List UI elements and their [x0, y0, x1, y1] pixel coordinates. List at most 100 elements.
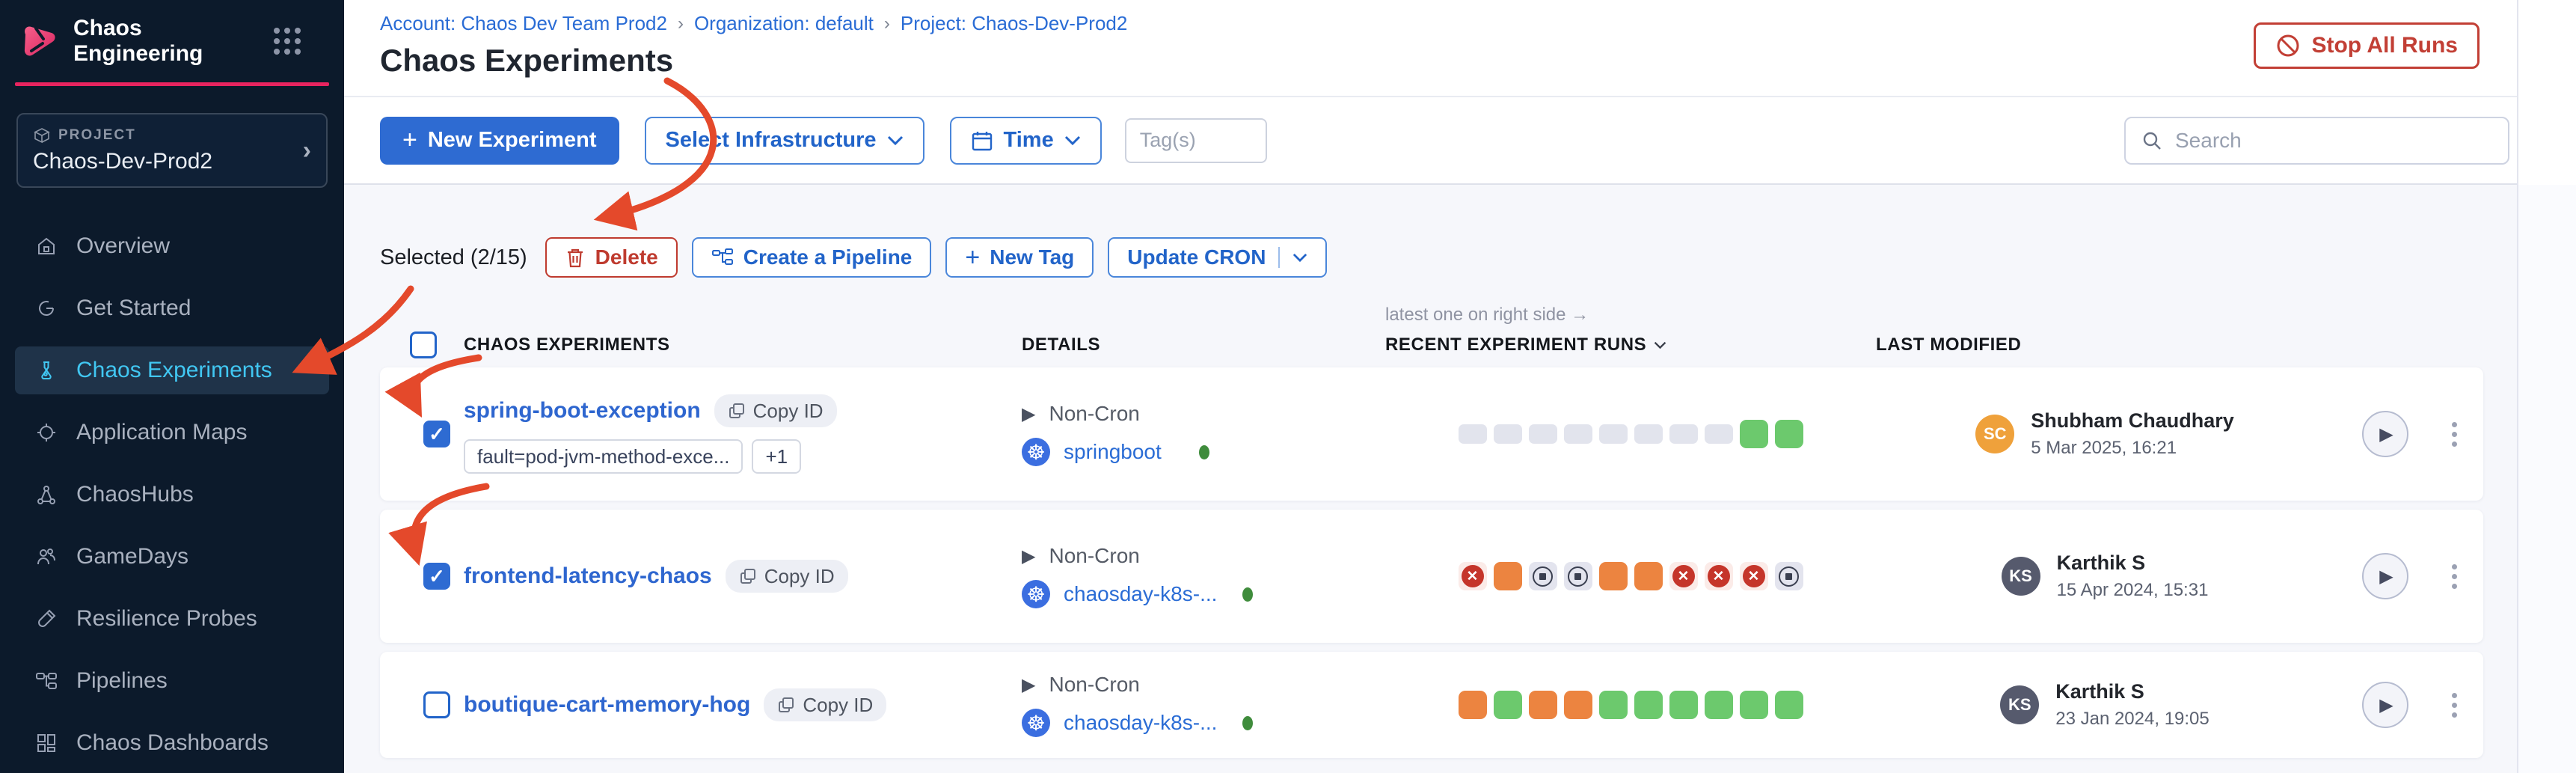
- project-selector[interactable]: PROJECT Chaos-Dev-Prod2 ›: [16, 113, 328, 188]
- run-indicator-pass[interactable]: [1493, 691, 1522, 719]
- run-indicator-failed[interactable]: ✕: [1704, 562, 1733, 590]
- run-indicator-pass[interactable]: [1669, 691, 1698, 719]
- run-indicator-running[interactable]: [1493, 562, 1522, 590]
- more-tags-badge[interactable]: +1: [752, 439, 802, 474]
- search-input[interactable]: [2175, 129, 2493, 153]
- sidebar-item-get-started[interactable]: Get Started: [15, 284, 329, 332]
- copy-id-button[interactable]: Copy ID: [764, 688, 887, 721]
- sidebar-item-label: Get Started: [76, 296, 191, 320]
- infrastructure-link[interactable]: chaosday-k8s-...: [1064, 711, 1218, 734]
- copy-id-button[interactable]: Copy ID: [725, 560, 848, 593]
- copy-id-button[interactable]: Copy ID: [714, 394, 837, 427]
- breadcrumb: Account: Chaos Dev Team Prod2 › Organiza…: [380, 12, 2576, 35]
- new-experiment-label: New Experiment: [427, 128, 597, 152]
- run-indicator-pass[interactable]: [1739, 420, 1768, 448]
- stop-all-runs-label: Stop All Runs: [2311, 33, 2458, 58]
- run-indicator-empty[interactable]: [1563, 424, 1592, 444]
- module-grid-icon[interactable]: [274, 28, 301, 55]
- breadcrumb-org-link[interactable]: Organization: default: [693, 12, 874, 34]
- sidebar-item-label: Resilience Probes: [76, 606, 257, 631]
- infra-status-dot: [1242, 587, 1254, 602]
- run-indicator-running[interactable]: [1634, 562, 1663, 590]
- new-experiment-button[interactable]: + New Experiment: [380, 116, 619, 165]
- select-infrastructure-label: Select Infrastructure: [665, 128, 877, 152]
- infrastructure-link[interactable]: chaosday-k8s-...: [1064, 582, 1218, 605]
- column-header-runs[interactable]: RECENT EXPERIMENT RUNS: [1385, 334, 1876, 360]
- sidebar-item-label: GameDays: [76, 544, 189, 569]
- select-infrastructure-dropdown[interactable]: Select Infrastructure: [644, 116, 924, 165]
- run-indicator-stopped[interactable]: [1774, 562, 1803, 590]
- tags-filter-input[interactable]: [1124, 117, 1267, 163]
- schedule-type: Non-Cron: [1049, 673, 1140, 696]
- run-indicator-empty[interactable]: [1704, 424, 1733, 444]
- row-menu-button[interactable]: [2447, 688, 2462, 722]
- experiment-name-link[interactable]: frontend-latency-chaos: [464, 563, 712, 588]
- run-experiment-button[interactable]: ▶: [2361, 553, 2408, 599]
- run-indicator-stopped[interactable]: [1563, 562, 1592, 590]
- run-indicator-running[interactable]: [1598, 562, 1628, 590]
- breadcrumb-account-link[interactable]: Account: Chaos Dev Team Prod2: [380, 12, 667, 34]
- run-indicator-failed[interactable]: ✕: [1739, 562, 1768, 590]
- update-cron-label: Update CRON: [1127, 245, 1266, 269]
- sidebar-header: Chaos Engineering: [0, 0, 344, 82]
- delete-button[interactable]: Delete: [545, 237, 678, 278]
- row-checkbox[interactable]: ✓: [423, 421, 450, 447]
- sidebar-item-label: Chaos Experiments: [76, 358, 272, 382]
- run-indicator-pass[interactable]: [1739, 691, 1768, 719]
- run-indicator-pass[interactable]: [1774, 420, 1803, 448]
- run-indicator-empty[interactable]: [1528, 424, 1557, 444]
- dashboard-icon: [37, 734, 55, 752]
- infrastructure-link[interactable]: springboot: [1064, 440, 1162, 463]
- flask-icon: [41, 361, 52, 379]
- experiment-tag[interactable]: fault=pod-jvm-method-exce...: [464, 439, 743, 474]
- cron-type-icon: ▶: [1022, 546, 1036, 566]
- sidebar-item-gamedays[interactable]: GameDays: [15, 533, 329, 581]
- chevron-down-icon: [1064, 135, 1080, 145]
- new-tag-button[interactable]: + New Tag: [945, 237, 1094, 278]
- update-cron-button[interactable]: Update CRON: [1108, 237, 1328, 278]
- row-checkbox[interactable]: ✓: [423, 691, 450, 718]
- column-header-details: DETAILS: [1022, 334, 1101, 355]
- run-indicator-empty[interactable]: [1598, 424, 1628, 444]
- harness-chaos-logo-icon[interactable]: [18, 21, 58, 61]
- experiment-name-link[interactable]: spring-boot-exception: [464, 398, 701, 423]
- run-indicator-pass[interactable]: [1598, 691, 1628, 719]
- time-filter-dropdown[interactable]: Time: [949, 116, 1102, 165]
- row-menu-button[interactable]: [2447, 418, 2462, 451]
- run-indicator-empty[interactable]: [1669, 424, 1698, 444]
- run-indicator-stopped[interactable]: [1528, 562, 1557, 590]
- run-indicator-running[interactable]: [1563, 691, 1592, 719]
- run-indicator-running[interactable]: [1458, 691, 1487, 719]
- run-experiment-button[interactable]: ▶: [2361, 682, 2408, 728]
- run-indicator-failed[interactable]: ✕: [1458, 562, 1487, 590]
- experiment-name-link[interactable]: boutique-cart-memory-hog: [464, 692, 751, 717]
- run-indicator-running[interactable]: [1528, 691, 1557, 719]
- run-indicator-pass[interactable]: [1704, 691, 1733, 719]
- run-indicator-empty[interactable]: [1458, 424, 1487, 444]
- run-indicator-empty[interactable]: [1493, 424, 1522, 444]
- run-indicator-pass[interactable]: [1774, 691, 1803, 719]
- select-all-checkbox[interactable]: ✓: [410, 331, 437, 358]
- sidebar-item-overview[interactable]: Overview: [15, 222, 329, 270]
- create-pipeline-button[interactable]: Create a Pipeline: [691, 237, 932, 278]
- hub-network-icon: [37, 486, 55, 504]
- run-indicator-pass[interactable]: [1634, 691, 1663, 719]
- run-indicator-failed[interactable]: ✕: [1669, 562, 1698, 590]
- selection-bar: Selected (2/15) Delete Create a Pipeline…: [380, 237, 2576, 278]
- scrollbar-gutter[interactable]: [2517, 0, 2576, 773]
- sidebar-item-chaos-experiments[interactable]: Chaos Experiments: [15, 346, 329, 394]
- run-experiment-button[interactable]: ▶: [2361, 411, 2408, 457]
- stopped-run-icon: [1568, 566, 1588, 587]
- breadcrumb-project-link[interactable]: Project: Chaos-Dev-Prod2: [900, 12, 1128, 34]
- modified-date: 23 Jan 2024, 19:05: [2055, 709, 2209, 729]
- row-checkbox[interactable]: ✓: [423, 563, 450, 590]
- sidebar-item-resilience-probes[interactable]: Resilience Probes: [15, 595, 329, 643]
- sidebar-item-chaoshubs[interactable]: ChaosHubs: [15, 471, 329, 519]
- stop-all-runs-button[interactable]: Stop All Runs: [2254, 22, 2480, 69]
- sidebar-item-application-maps[interactable]: Application Maps: [15, 409, 329, 456]
- run-indicator-empty[interactable]: [1634, 424, 1663, 444]
- sidebar-item-chaos-dashboards[interactable]: Chaos Dashboards: [15, 719, 329, 767]
- sidebar-item-pipelines[interactable]: Pipelines: [15, 657, 329, 705]
- row-menu-button[interactable]: [2447, 560, 2462, 593]
